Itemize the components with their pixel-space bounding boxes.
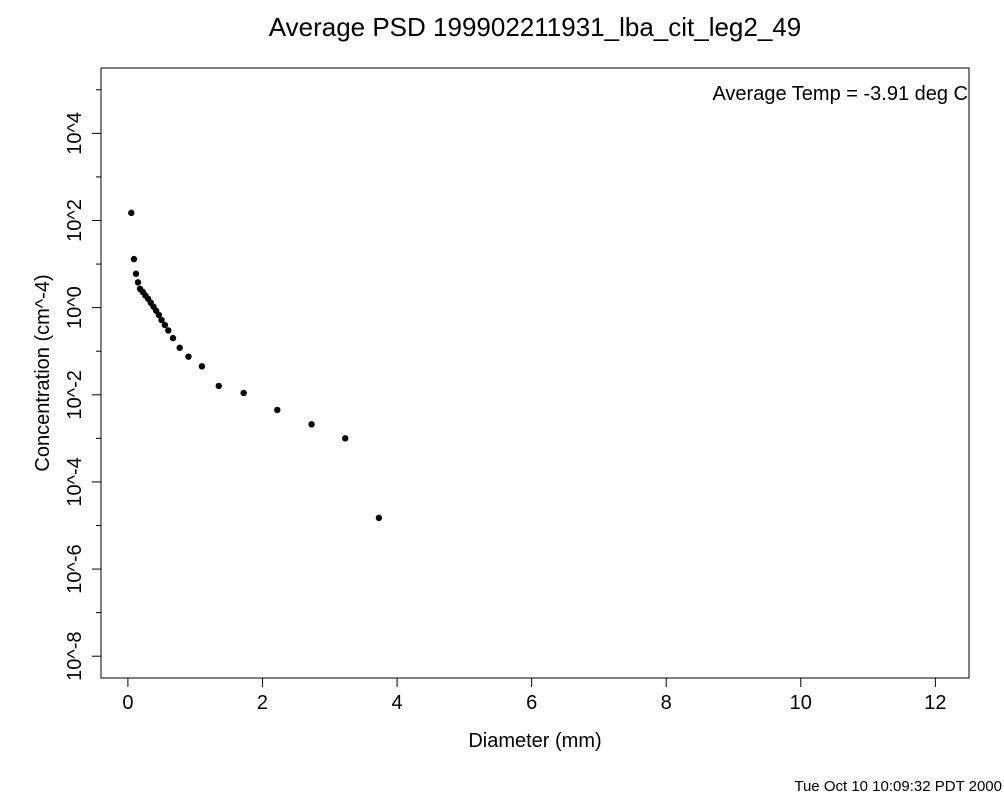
y-tick-label: 10^2 (64, 199, 86, 242)
plot-frame (100, 67, 970, 679)
data-point (169, 334, 177, 342)
data-point (342, 435, 349, 442)
temperature-annotation: Average Temp = -3.91 deg C (712, 83, 968, 105)
footer-timestamp: Tue Oct 10 10:09:32 PDT 2000 (794, 778, 1002, 795)
y-tick-label: 10^-4 (64, 457, 86, 506)
y-tick-label: 10^-6 (64, 544, 86, 593)
data-point (158, 316, 165, 324)
data-point (308, 421, 315, 428)
data-point (240, 389, 247, 397)
x-axis-label: Diameter (mm) (468, 730, 601, 752)
data-point (132, 270, 140, 277)
data-point (130, 255, 138, 263)
x-tick-label: 8 (661, 692, 672, 714)
y-axis: 10^-8 10^-6 10^-4 10^-2 10^0 10^2 10^4 (64, 89, 101, 681)
data-point (165, 327, 172, 334)
data-point (155, 311, 163, 319)
x-tick-label: 6 (526, 692, 537, 714)
data-point (176, 344, 183, 351)
data-point (375, 514, 383, 522)
data-point (185, 353, 192, 360)
y-tick-label: 10^0 (64, 286, 86, 329)
x-tick-label: 2 (257, 692, 268, 714)
x-axis: 0 2 4 6 8 10 12 (122, 678, 946, 714)
y-tick-label: 10^4 (64, 112, 86, 155)
data-point (128, 209, 135, 217)
x-tick-label: 10 (790, 692, 812, 714)
data-points (128, 209, 383, 522)
y-tick-label: 10^-8 (64, 632, 86, 681)
data-point (274, 406, 281, 414)
data-point (215, 382, 222, 390)
x-tick-label: 4 (391, 692, 402, 714)
y-tick-label: 10^-2 (64, 370, 86, 419)
data-point (161, 321, 169, 329)
data-point (134, 279, 142, 286)
chart-title: Average PSD 199902211931_lba_cit_leg2_49 (269, 12, 801, 42)
x-tick-label: 0 (122, 692, 133, 714)
data-point (198, 363, 206, 370)
y-axis-label: Concentration (cm^-4) (32, 274, 54, 471)
x-tick-label: 12 (924, 692, 946, 714)
